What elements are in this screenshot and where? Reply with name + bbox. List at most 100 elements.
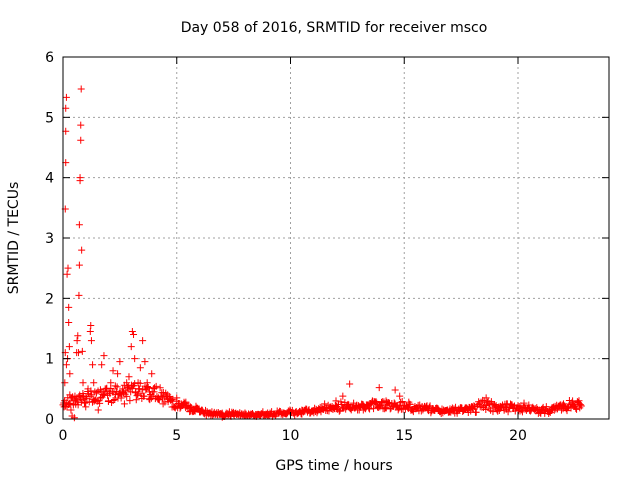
- data-point: [75, 291, 83, 299]
- y-tick-label: 0: [45, 412, 54, 428]
- data-point: [78, 347, 86, 355]
- data-point: [140, 392, 148, 400]
- data-point: [94, 406, 102, 414]
- data-point: [80, 399, 88, 407]
- data-point: [114, 370, 122, 378]
- data-point: [537, 408, 545, 416]
- data-point: [298, 410, 306, 418]
- y-axis-label: SRMTID / TECUs: [6, 182, 22, 295]
- data-point: [457, 404, 465, 412]
- data-point: [116, 358, 124, 366]
- data-point: [92, 396, 100, 404]
- data-point: [144, 384, 152, 392]
- data-point: [65, 343, 73, 351]
- data-point: [127, 343, 135, 351]
- data-point: [477, 398, 485, 406]
- data-point: [563, 407, 571, 415]
- data-point: [65, 318, 73, 326]
- data-point: [309, 407, 317, 415]
- data-point: [86, 328, 94, 336]
- data-point: [150, 388, 158, 396]
- data-point: [123, 383, 131, 391]
- data-point: [78, 396, 86, 404]
- y-tick-label: 5: [45, 110, 54, 126]
- data-point: [365, 404, 373, 412]
- data-point: [375, 384, 383, 392]
- data-point: [79, 379, 87, 387]
- data-point: [98, 361, 106, 369]
- data-point: [196, 408, 203, 416]
- data-point: [520, 399, 528, 407]
- data-point: [514, 402, 522, 410]
- data-point: [434, 406, 442, 414]
- data-point: [207, 412, 215, 420]
- data-point: [148, 370, 156, 378]
- data-point: [111, 395, 119, 403]
- x-tick-label: 10: [282, 428, 300, 444]
- data-point: [548, 406, 556, 414]
- data-point: [359, 406, 367, 414]
- data-point: [70, 414, 78, 422]
- data-point: [100, 352, 108, 360]
- data-points: [59, 85, 585, 422]
- data-point: [120, 400, 128, 408]
- data-point: [321, 400, 329, 408]
- data-point: [352, 402, 360, 410]
- data-point: [78, 246, 86, 254]
- data-point: [90, 379, 98, 387]
- data-point: [241, 409, 249, 417]
- data-point: [126, 397, 134, 405]
- data-point: [109, 367, 117, 375]
- data-point: [87, 321, 95, 329]
- data-point: [230, 410, 238, 418]
- axis-ticks: 0 5 10 15 20 0 1 2 3 4 5 6: [45, 50, 609, 444]
- data-point: [376, 403, 384, 411]
- data-point: [63, 270, 71, 278]
- data-point: [405, 398, 413, 406]
- data-point: [66, 370, 74, 378]
- data-point: [173, 394, 181, 402]
- data-point: [573, 405, 581, 413]
- data-point: [74, 332, 82, 340]
- data-point: [66, 391, 74, 399]
- data-point: [575, 400, 583, 408]
- data-point: [577, 401, 585, 409]
- data-point: [218, 413, 226, 421]
- x-tick-label: 0: [59, 428, 68, 444]
- data-point: [557, 406, 565, 414]
- data-point: [159, 400, 167, 408]
- data-point: [111, 382, 119, 390]
- data-point: [372, 397, 380, 405]
- data-point: [152, 382, 160, 390]
- data-point: [168, 397, 176, 405]
- data-point: [569, 397, 577, 405]
- data-point: [128, 328, 136, 336]
- data-point: [123, 379, 131, 387]
- data-point: [542, 403, 550, 411]
- data-point: [482, 406, 490, 414]
- data-point: [472, 408, 480, 416]
- data-point: [504, 408, 512, 416]
- y-tick-label: 4: [45, 171, 54, 187]
- data-point: [65, 399, 73, 407]
- data-point: [482, 394, 490, 402]
- data-point: [76, 391, 84, 399]
- data-point: [77, 121, 85, 129]
- grid: [63, 57, 609, 419]
- data-point: [76, 174, 84, 182]
- data-point: [446, 408, 454, 416]
- data-point: [252, 411, 260, 419]
- data-point: [396, 392, 404, 400]
- data-point: [143, 384, 151, 392]
- data-point: [131, 355, 139, 363]
- data-point: [117, 394, 125, 402]
- data-point: [469, 403, 476, 411]
- data-point: [72, 397, 80, 405]
- data-point: [62, 361, 70, 369]
- data-point: [569, 401, 577, 409]
- data-point: [118, 388, 126, 396]
- data-point: [87, 337, 95, 345]
- data-point: [332, 397, 340, 405]
